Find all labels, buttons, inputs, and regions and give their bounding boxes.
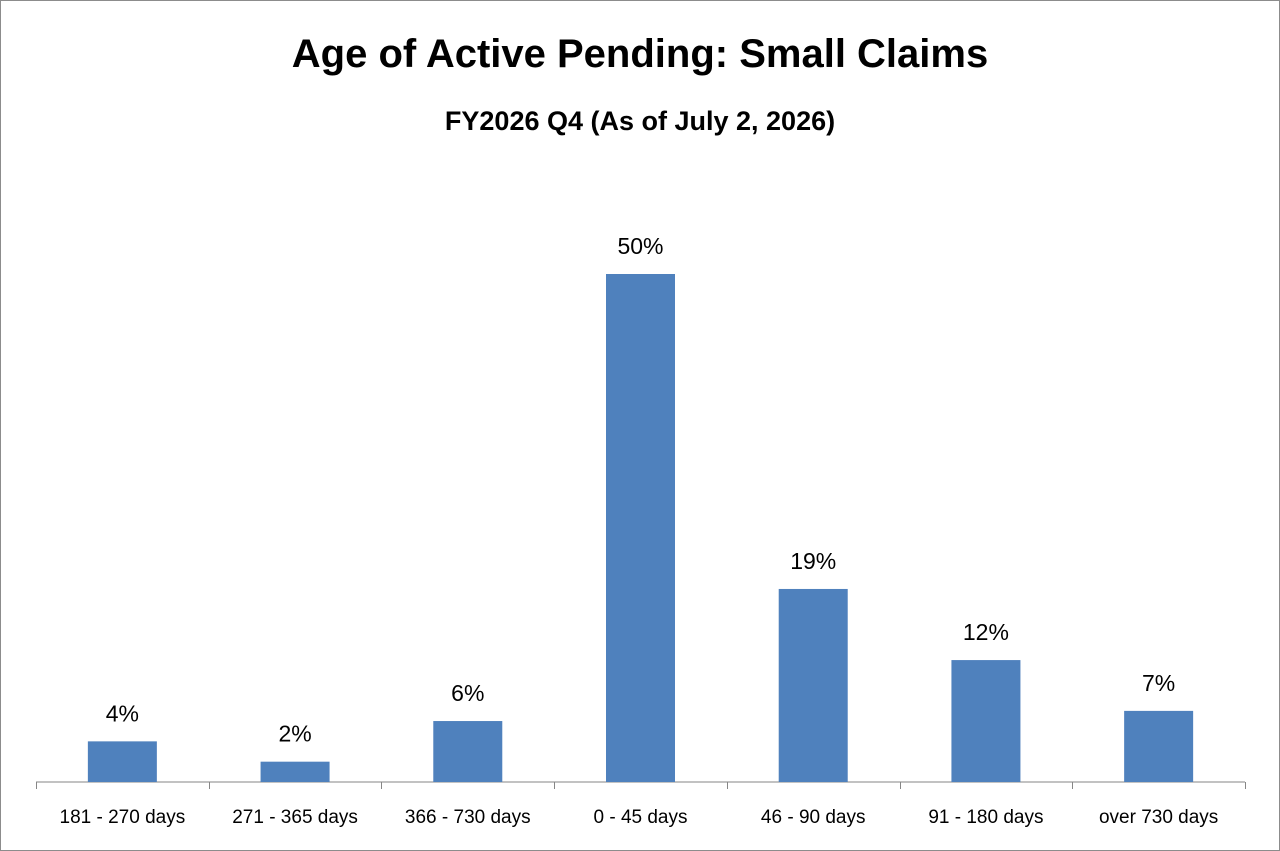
bar: [260, 761, 330, 782]
x-tick-label: 271 - 365 days: [232, 807, 358, 828]
chart-subtitle: FY2026 Q4 (As of July 2, 2026): [444, 106, 836, 136]
x-tick-label: 46 - 90 days: [761, 807, 866, 828]
x-tick-label: 366 - 730 days: [405, 807, 531, 828]
data-label: 19%: [790, 548, 836, 574]
x-tick-label: 181 - 270 days: [60, 807, 186, 828]
data-label: 4%: [106, 700, 139, 726]
bar: [606, 274, 675, 782]
x-tick-label: over 730 days: [1099, 807, 1218, 828]
bar: [433, 721, 503, 782]
data-label: 7%: [1142, 670, 1175, 696]
data-label: 12%: [963, 619, 1009, 645]
data-label: 6%: [451, 680, 484, 706]
x-tick-label: 0 - 45 days: [594, 807, 688, 828]
x-tick-label: 91 - 180 days: [928, 807, 1043, 828]
data-label: 2%: [278, 721, 311, 747]
bar: [951, 660, 1021, 782]
data-label: 50%: [617, 233, 663, 259]
bar: [778, 588, 848, 782]
chart-title: Age of Active Pending: Small Claims: [291, 32, 989, 76]
bar: [87, 741, 157, 782]
bar: [1124, 710, 1194, 782]
